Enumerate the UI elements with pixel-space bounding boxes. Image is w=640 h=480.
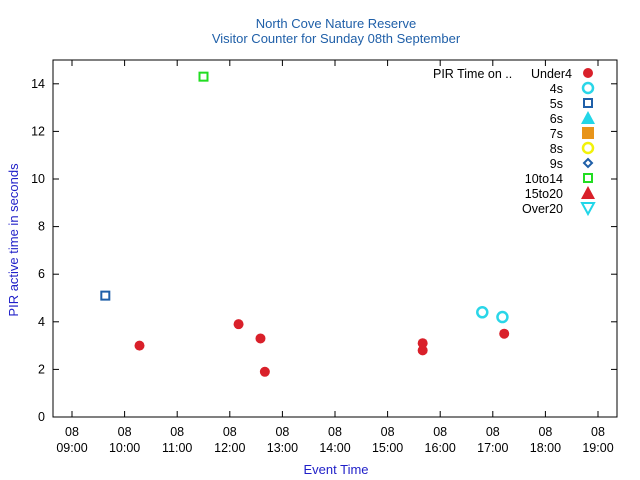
y-tick-label: 6 xyxy=(38,267,45,281)
legend-marker xyxy=(583,98,593,108)
legend-label: Over20 xyxy=(522,202,563,216)
legend-marker xyxy=(581,81,595,95)
x-tick-time: 10:00 xyxy=(109,441,140,455)
x-tick-day: 08 xyxy=(65,425,79,439)
legend-marker xyxy=(583,68,593,78)
data-point xyxy=(496,310,509,324)
data-point xyxy=(499,328,510,339)
data-point xyxy=(134,340,145,351)
data-point xyxy=(417,338,428,349)
y-tick-label: 4 xyxy=(38,315,45,329)
legend-marker xyxy=(582,157,594,169)
data-point xyxy=(198,71,209,82)
y-tick-label: 8 xyxy=(38,220,45,234)
legend-marker xyxy=(581,111,595,124)
legend-marker xyxy=(582,127,594,139)
legend-label: 4s xyxy=(550,82,563,96)
x-tick-time: 13:00 xyxy=(267,441,298,455)
legend-marker xyxy=(580,202,596,217)
x-tick-day: 08 xyxy=(275,425,289,439)
y-tick-label: 0 xyxy=(38,410,45,424)
ticks-layer: 0 2 4 6 8 10 12 14 08 09:00 08 10:00 08 11:00 08 12:00 0… xyxy=(31,60,617,455)
x-tick-day: 08 xyxy=(328,425,342,439)
x-tick-day: 08 xyxy=(486,425,500,439)
legend-label: 15to20 xyxy=(525,187,563,201)
data-point xyxy=(476,306,489,319)
legend-label: Under4 xyxy=(531,67,572,81)
x-tick-day: 08 xyxy=(223,425,237,439)
data-point xyxy=(100,290,111,301)
y-tick-label: 14 xyxy=(31,77,45,91)
legend-label: 6s xyxy=(550,112,563,126)
data-point xyxy=(259,366,270,377)
x-tick-time: 19:00 xyxy=(582,441,613,455)
legend-marker xyxy=(581,186,595,199)
x-axis-label: Event Time xyxy=(303,462,368,477)
legend: PIR Time on .. Under44s5s6s7s8s9s10to1415… xyxy=(433,67,596,217)
x-tick-time: 18:00 xyxy=(530,441,561,455)
x-tick-time: 11:00 xyxy=(162,441,192,455)
x-tick-day: 08 xyxy=(433,425,447,439)
legend-label: 10to14 xyxy=(525,172,563,186)
x-tick-day: 08 xyxy=(118,425,132,439)
legend-marker xyxy=(583,173,593,183)
data-point xyxy=(233,319,244,330)
x-tick-day: 08 xyxy=(591,425,605,439)
legend-marker xyxy=(581,141,595,155)
legend-label: 8s xyxy=(550,142,563,156)
chart-subtitle: Visitor Counter for Sunday 08th Septembe… xyxy=(212,31,461,46)
x-tick-time: 12:00 xyxy=(214,441,245,455)
x-tick-day: 08 xyxy=(381,425,395,439)
y-tick-label: 10 xyxy=(31,172,45,186)
y-axis-label: PIR active time in seconds xyxy=(6,163,21,317)
x-tick-day: 08 xyxy=(538,425,552,439)
y-tick-label: 2 xyxy=(38,362,45,376)
chart-title: North Cove Nature Reserve xyxy=(256,16,416,31)
legend-label: 5s xyxy=(550,97,563,111)
plot-frame xyxy=(52,59,618,418)
x-tick-time: 14:00 xyxy=(319,441,350,455)
x-tick-day: 08 xyxy=(170,425,184,439)
y-tick-label: 12 xyxy=(31,124,45,138)
x-tick-time: 09:00 xyxy=(56,441,87,455)
data-point xyxy=(255,333,266,344)
points-layer xyxy=(100,71,510,377)
x-tick-time: 17:00 xyxy=(477,441,508,455)
legend-label: 9s xyxy=(550,157,563,171)
legend-label: 7s xyxy=(550,127,563,141)
x-tick-time: 15:00 xyxy=(372,441,403,455)
legend-title: PIR Time on .. xyxy=(433,67,512,81)
x-tick-time: 16:00 xyxy=(425,441,456,455)
data-point xyxy=(417,345,428,356)
